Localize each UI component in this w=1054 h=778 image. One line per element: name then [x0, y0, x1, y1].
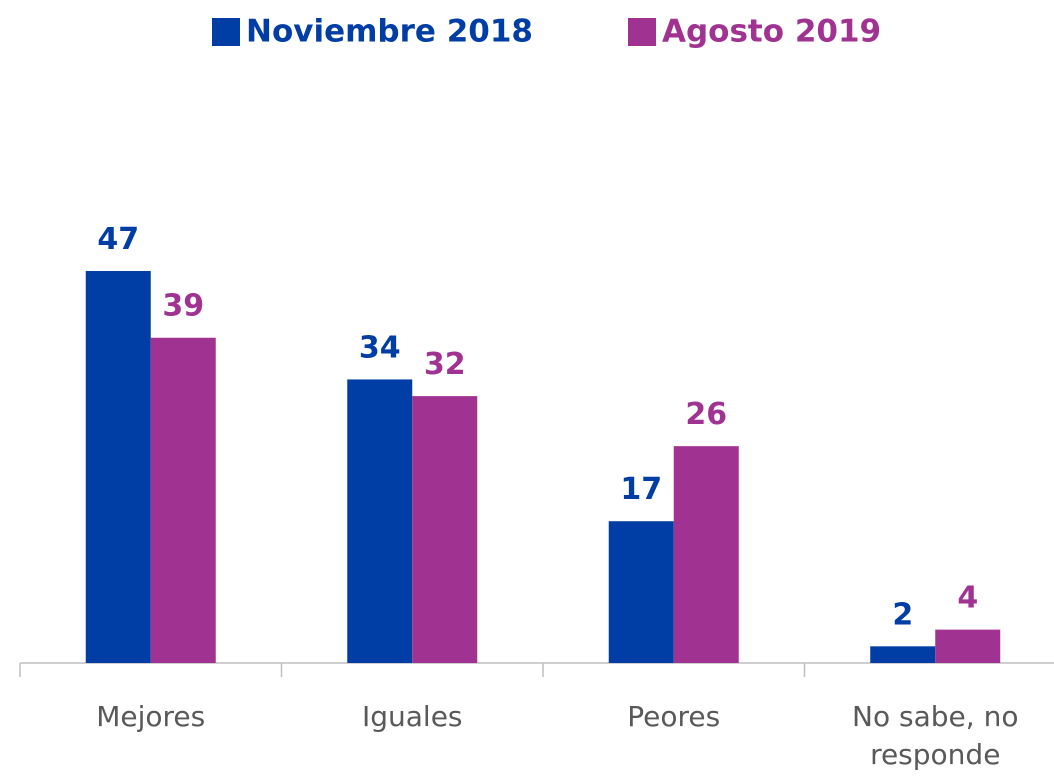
data-label: 4: [957, 581, 978, 616]
data-label: 26: [685, 397, 727, 432]
bar: [412, 396, 478, 663]
legend-label: Agosto 2019: [662, 14, 881, 50]
bar: [347, 379, 413, 663]
bar: [935, 629, 1001, 663]
bar: [870, 646, 936, 663]
x-tick-label: Iguales: [361, 700, 463, 733]
data-label: 47: [97, 222, 139, 257]
data-label: 2: [892, 597, 913, 632]
bar: [85, 271, 151, 663]
bar: [673, 446, 739, 663]
legend-swatch: [628, 18, 656, 46]
bar: [608, 521, 674, 663]
data-label: 17: [620, 472, 662, 507]
legend-swatch: [212, 18, 240, 46]
data-label: 39: [162, 289, 204, 324]
data-label: 32: [424, 347, 466, 382]
x-tick-label: Mejores: [96, 700, 206, 733]
x-tick-label: No sabe, no responde: [852, 700, 1019, 771]
legend-label: Noviembre 2018: [246, 14, 533, 50]
bar: [150, 337, 216, 663]
data-label: 34: [359, 330, 401, 365]
x-tick-label: Peores: [627, 700, 721, 733]
